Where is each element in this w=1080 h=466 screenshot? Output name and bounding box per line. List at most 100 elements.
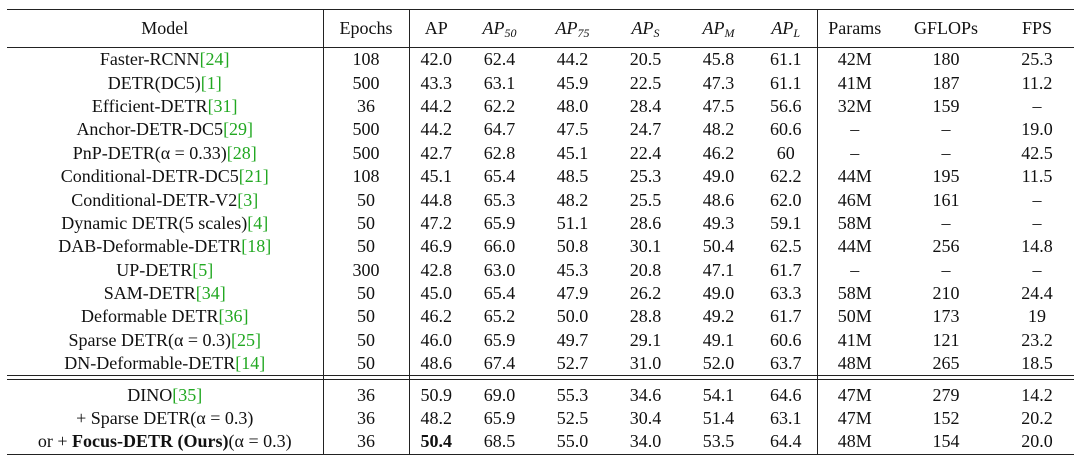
cell-fps: – (1032, 212, 1042, 233)
model-name: Conditional-DETR-DC5 (60, 166, 239, 187)
model-name: DAB-Deformable-DETR (58, 236, 242, 257)
model-name: DINO (127, 384, 173, 405)
cell-ap75: 48.5 (556, 166, 589, 187)
separator-cell (536, 379, 609, 384)
separator-cell (755, 375, 818, 380)
cell-apl: 62.2 (755, 164, 818, 189)
cell-epochs: 36 (323, 406, 410, 431)
cell-epochs: 50 (323, 188, 410, 212)
header-label: AP (424, 18, 448, 38)
cell-aps: 30.1 (629, 236, 662, 257)
cell-gflops: 154 (892, 430, 1000, 455)
cell-epochs: 500 (323, 71, 410, 95)
header-gflops: GFLOPs (892, 9, 1000, 48)
cell-aps: 25.3 (629, 166, 662, 187)
separator-cell (1000, 375, 1074, 380)
separator-cell (817, 379, 892, 384)
citation-ref: [14] (235, 353, 266, 374)
citation-ref: [5] (192, 259, 214, 280)
citation-ref: [18] (241, 236, 272, 257)
header-label: Model (141, 18, 189, 38)
table-row: PnP-DETR(α = 0.33)[28] 500 42.7 62.8 45.1 22.… (7, 141, 1074, 165)
cell-ap: 42.8 (420, 259, 453, 280)
cell-ap50: 64.7 (483, 119, 516, 140)
cell-apm: 48.6 (702, 189, 735, 210)
cell-apl: 62.5 (755, 235, 818, 259)
cell-apl: 60.6 (755, 118, 818, 142)
cell-params: 41M (837, 329, 872, 350)
cell-fps: 14.2 (1021, 384, 1053, 405)
citation-ref: [25] (231, 329, 262, 350)
separator-cell (1000, 379, 1074, 384)
cell-gflops: 161 (932, 189, 960, 210)
table-row: Faster-RCNN[24] 108 42.0 62.4 44.2 20.5 45.8 61… (7, 47, 1074, 72)
cell-aps: 29.1 (629, 329, 662, 350)
cell-aps: 30.4 (629, 408, 662, 429)
table-row: Anchor-DETR-DC5[29] 500 44.2 64.7 47.5 24.7 48… (7, 118, 1074, 142)
model-name-cell: Conditional-DETR-DC5[21] (7, 164, 324, 189)
cell-apl: 63.1 (755, 406, 818, 431)
cell-ap: 43.3 (420, 72, 453, 93)
cell-gflops: – (941, 142, 951, 163)
cell-apl: 64.6 (755, 383, 818, 407)
model-name-cell: or + Focus-DETR (Ours)(α = 0.3) (7, 430, 324, 455)
table-row: UP-DETR[5] 300 42.8 63.0 45.3 20.8 47.1 61.7– – – (7, 258, 1074, 282)
model-name-cell: Sparse DETR(α = 0.3)[25] (7, 328, 324, 353)
cell-apm: 47.1 (702, 259, 735, 280)
cell-ap50: 62.2 (483, 95, 516, 116)
cell-params: 58M (837, 283, 872, 304)
cell-apm: 49.2 (702, 306, 735, 327)
cell-ap: 47.2 (420, 212, 453, 233)
table-row: DINO[35] 36 50.9 69.0 55.3 34.6 54.1 64.6 47M 279… (7, 383, 1074, 407)
cell-ap: 44.8 (420, 189, 453, 210)
model-name: UP-DETR (116, 259, 193, 280)
cell-ap50: 65.2 (483, 306, 516, 327)
cell-ap: 42.7 (420, 142, 453, 163)
cell-epochs: 50 (323, 235, 410, 259)
citation-ref: [28] (226, 142, 257, 163)
header-ap75: AP75 (536, 9, 609, 48)
cell-aps: 25.5 (629, 189, 662, 210)
cell-ap50: 65.9 (483, 408, 516, 429)
cell-epochs: 50 (323, 211, 410, 236)
cell-fps: 19.0 (1021, 119, 1053, 140)
header-row: Model Epochs AP AP50 AP75 APS APM APL Params GFLO… (7, 9, 1074, 48)
cell-epochs: 300 (323, 258, 410, 282)
cell-ap50: 67.4 (483, 353, 516, 374)
header-label: AP (482, 18, 505, 38)
cell-ap50: 62.4 (483, 49, 516, 70)
cell-apm: 49.0 (702, 166, 735, 187)
cell-params: 46M (837, 189, 872, 210)
citation-ref: [35] (172, 384, 203, 405)
cell-fps: 19 (1028, 306, 1046, 327)
header-label: AP (631, 18, 654, 38)
cell-apm: 49.0 (702, 283, 735, 304)
cell-apl: 61.7 (755, 305, 818, 329)
model-name-cell: PnP-DETR(α = 0.33)[28] (7, 141, 324, 165)
cell-apm: 49.1 (702, 329, 735, 350)
cell-ap75: 51.1 (556, 212, 589, 233)
cell-fps: 20.2 (1021, 408, 1053, 429)
header-subscript: 75 (577, 26, 590, 40)
header-label: Epochs (339, 18, 393, 38)
cell-ap75: 50.0 (556, 306, 589, 327)
cell-params: 44M (837, 166, 872, 187)
cell-ap: 44.2 (420, 119, 453, 140)
cell-gflops: 279 (932, 384, 960, 405)
model-name: PnP-DETR(α = 0.33) (72, 142, 227, 163)
cell-apl: 61.1 (755, 47, 818, 72)
model-name-cell: Efficient-DETR[31] (7, 94, 324, 119)
model-name: Dynamic DETR(5 scales) (61, 212, 248, 233)
cell-ap: 45.0 (420, 283, 453, 304)
cell-ap: 44.2 (420, 95, 453, 116)
cell-aps: 26.2 (629, 283, 662, 304)
cell-ap: 46.9 (420, 236, 453, 257)
citation-ref: [21] (238, 166, 269, 187)
cell-ap50: 65.3 (483, 189, 516, 210)
model-name: Focus-DETR (Ours) (72, 431, 229, 452)
model-name-cell: Anchor-DETR-DC5[29] (7, 118, 324, 142)
separator-cell (463, 375, 536, 380)
cell-params: – (850, 119, 860, 140)
separator-cell (409, 375, 463, 380)
cell-params: 47M (837, 384, 872, 405)
